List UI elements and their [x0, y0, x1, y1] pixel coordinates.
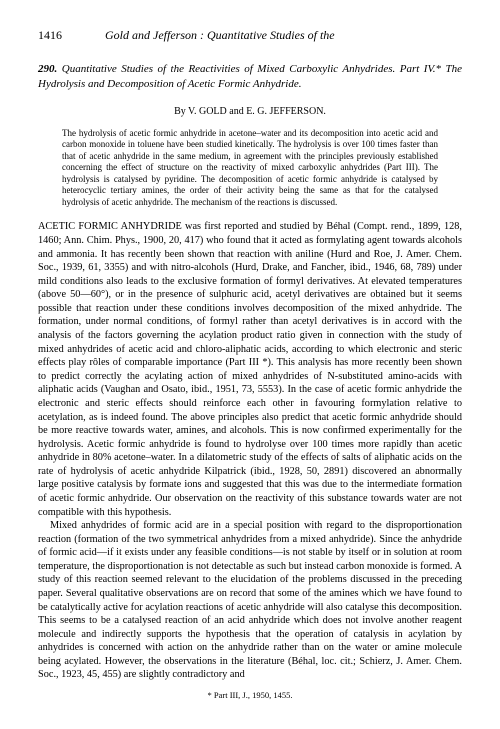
footnote: * Part III, J., 1950, 1455. — [38, 690, 462, 701]
body-paragraph-2: Mixed anhydrides of formic acid are in a… — [38, 519, 462, 682]
page-header: 1416 Gold and Jefferson : Quantitative S… — [38, 28, 462, 44]
abstract: The hydrolysis of acetic formic anhydrid… — [62, 128, 438, 209]
article-title-text: Quantitative Studies of the Reactivities… — [38, 63, 462, 90]
article-number: 290. — [38, 63, 57, 75]
article-title: 290. Quantitative Studies of the Reactiv… — [38, 62, 462, 93]
running-title: Gold and Jefferson : Quantitative Studie… — [105, 28, 335, 42]
page-number: 1416 — [38, 28, 62, 44]
body-paragraph-1: ACETIC FORMIC ANHYDRIDE was first report… — [38, 220, 462, 519]
body-text: ACETIC FORMIC ANHYDRIDE was first report… — [38, 220, 462, 682]
authors: By V. GOLD and E. G. JEFFERSON. — [38, 105, 462, 118]
